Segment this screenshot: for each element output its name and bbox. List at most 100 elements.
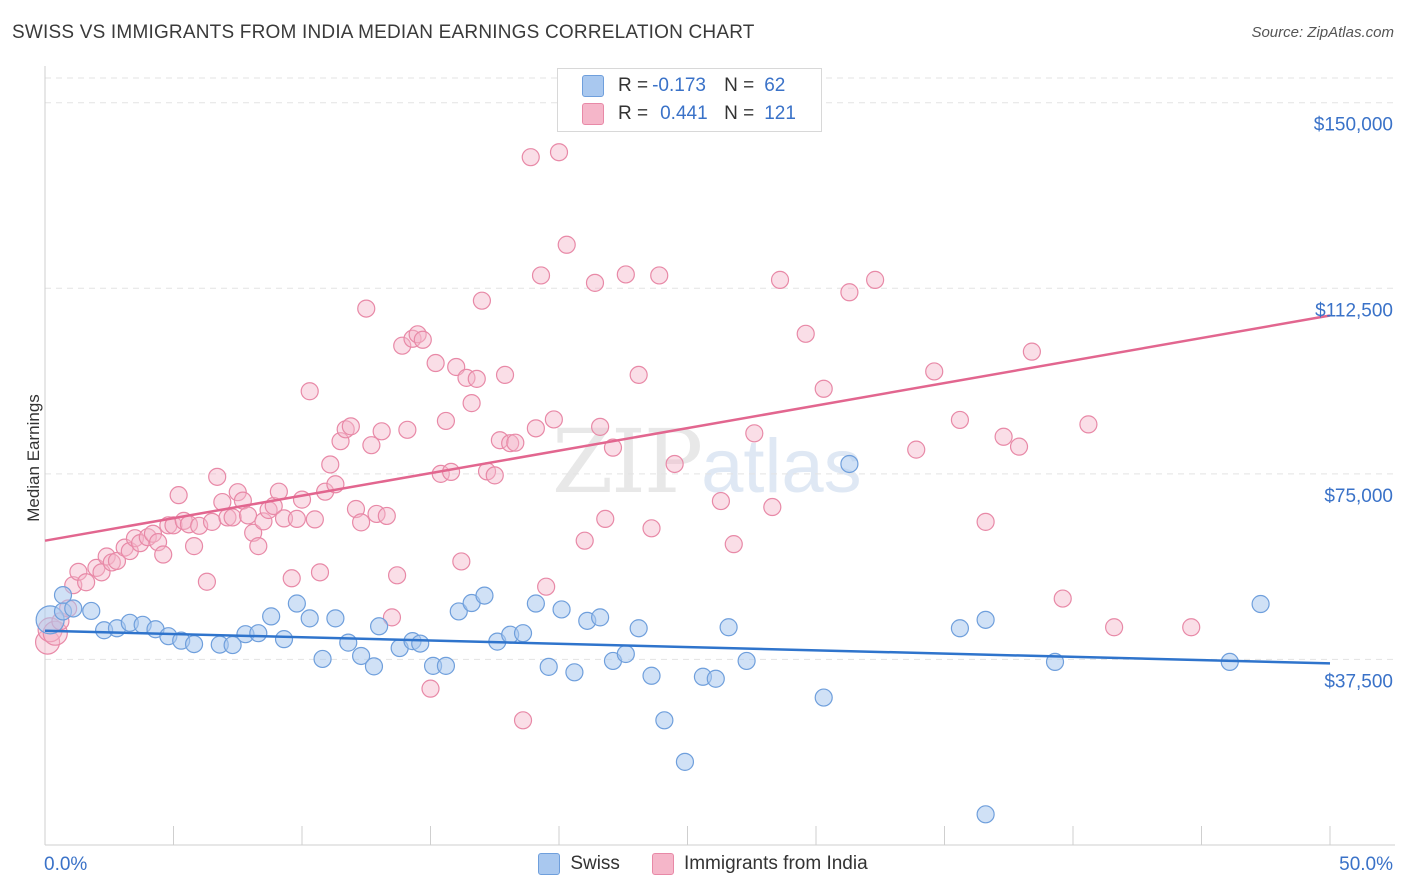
india-point <box>197 572 217 591</box>
swiss-point <box>629 619 648 638</box>
india-point <box>575 531 594 550</box>
y-tick-label: $75,000 <box>1324 486 1393 507</box>
swiss-point <box>313 649 332 669</box>
india-point <box>341 417 360 436</box>
swiss-point <box>655 711 674 730</box>
legend-item-swiss[interactable]: Swiss <box>538 853 620 875</box>
india-point <box>305 510 324 529</box>
india-n-label: N = <box>724 103 755 124</box>
swiss-point <box>339 633 358 652</box>
india-point <box>1182 618 1201 637</box>
swiss-point <box>642 666 661 685</box>
swiss-point <box>552 600 571 619</box>
india-point <box>387 566 407 585</box>
india-point <box>321 455 340 474</box>
swiss-point <box>262 607 281 626</box>
india-point <box>603 438 623 457</box>
swiss-point <box>411 634 430 653</box>
swiss-legend-swatch <box>538 853 561 875</box>
india-point <box>467 369 486 388</box>
india-point <box>1022 342 1041 361</box>
india-points <box>34 143 1201 730</box>
chart-title: SWISS VS IMMIGRANTS FROM INDIA MEDIAN EA… <box>12 22 755 43</box>
india-point <box>300 382 319 401</box>
swiss-point <box>326 609 345 628</box>
grid-layer <box>45 77 1395 660</box>
india-point <box>408 325 427 344</box>
india-swatch <box>582 103 604 125</box>
swiss-point <box>513 624 533 643</box>
india-n-value: 121 <box>764 103 796 124</box>
india-point <box>495 365 515 385</box>
india-point <box>441 462 461 481</box>
swiss-n-label: N = <box>724 75 755 96</box>
india-point <box>866 270 885 289</box>
swiss-n-value: 62 <box>764 75 786 96</box>
legend-row-swiss: R = -0.173 N = 62 <box>582 74 785 98</box>
watermark-zip: ZIP <box>552 410 703 513</box>
india-point <box>413 330 432 349</box>
india-point <box>472 291 491 310</box>
swiss-point <box>475 586 494 605</box>
india-point <box>1079 415 1098 434</box>
swiss-point <box>539 657 558 676</box>
swiss-point <box>565 663 584 682</box>
swiss-r-label: R = <box>618 75 649 96</box>
india-point <box>711 491 731 511</box>
swiss-trend-line <box>44 629 1331 665</box>
swiss-point <box>300 609 319 628</box>
swiss-point <box>706 669 725 688</box>
swiss-point <box>274 630 294 649</box>
india-point <box>282 569 301 588</box>
india-point <box>526 419 545 438</box>
swiss-legend-label: Swiss <box>570 853 620 874</box>
india-point <box>513 711 533 730</box>
india-point <box>796 324 815 343</box>
india-point <box>238 506 258 525</box>
india-point <box>745 424 764 443</box>
swiss-r-value: -0.173 <box>652 75 706 96</box>
india-point <box>950 410 970 430</box>
india-point <box>249 537 268 556</box>
india-point <box>585 273 605 292</box>
swiss-point <box>64 599 83 618</box>
swiss-point <box>184 634 204 654</box>
india-point <box>202 512 222 531</box>
india-point <box>531 266 551 285</box>
swiss-point <box>814 688 833 707</box>
india-point <box>223 508 242 527</box>
legend-row-india: R = 0.441 N = 121 <box>582 102 796 126</box>
india-point <box>77 573 96 592</box>
swiss-point <box>976 610 995 629</box>
swiss-point <box>840 454 859 474</box>
india-point <box>506 433 525 452</box>
swiss-points <box>35 454 1270 824</box>
y-tick-label: $150,000 <box>1314 115 1393 136</box>
india-legend-swatch <box>651 853 674 875</box>
india-point <box>501 434 520 453</box>
india-point <box>591 417 610 436</box>
x-tick-label-max: 50.0% <box>1339 854 1393 875</box>
india-point <box>336 420 355 439</box>
swiss-point <box>591 608 610 627</box>
swiss-point <box>675 752 695 771</box>
india-point <box>537 577 556 596</box>
legend-item-india[interactable]: Immigrants from India <box>651 853 868 875</box>
india-point <box>907 440 926 459</box>
swiss-point <box>526 594 545 613</box>
india-point <box>976 512 995 531</box>
india-point <box>462 394 481 413</box>
swiss-point <box>352 646 371 666</box>
india-point <box>814 379 833 398</box>
swiss-point <box>616 644 635 664</box>
india-point <box>138 528 157 547</box>
india-point <box>398 420 417 439</box>
india-point <box>97 547 116 566</box>
india-point <box>393 336 412 355</box>
trend-lines <box>44 314 1331 665</box>
india-point <box>665 454 684 474</box>
india-point <box>107 551 127 571</box>
series-legend: Swiss Immigrants from India <box>0 852 1406 876</box>
swiss-point <box>436 656 456 675</box>
